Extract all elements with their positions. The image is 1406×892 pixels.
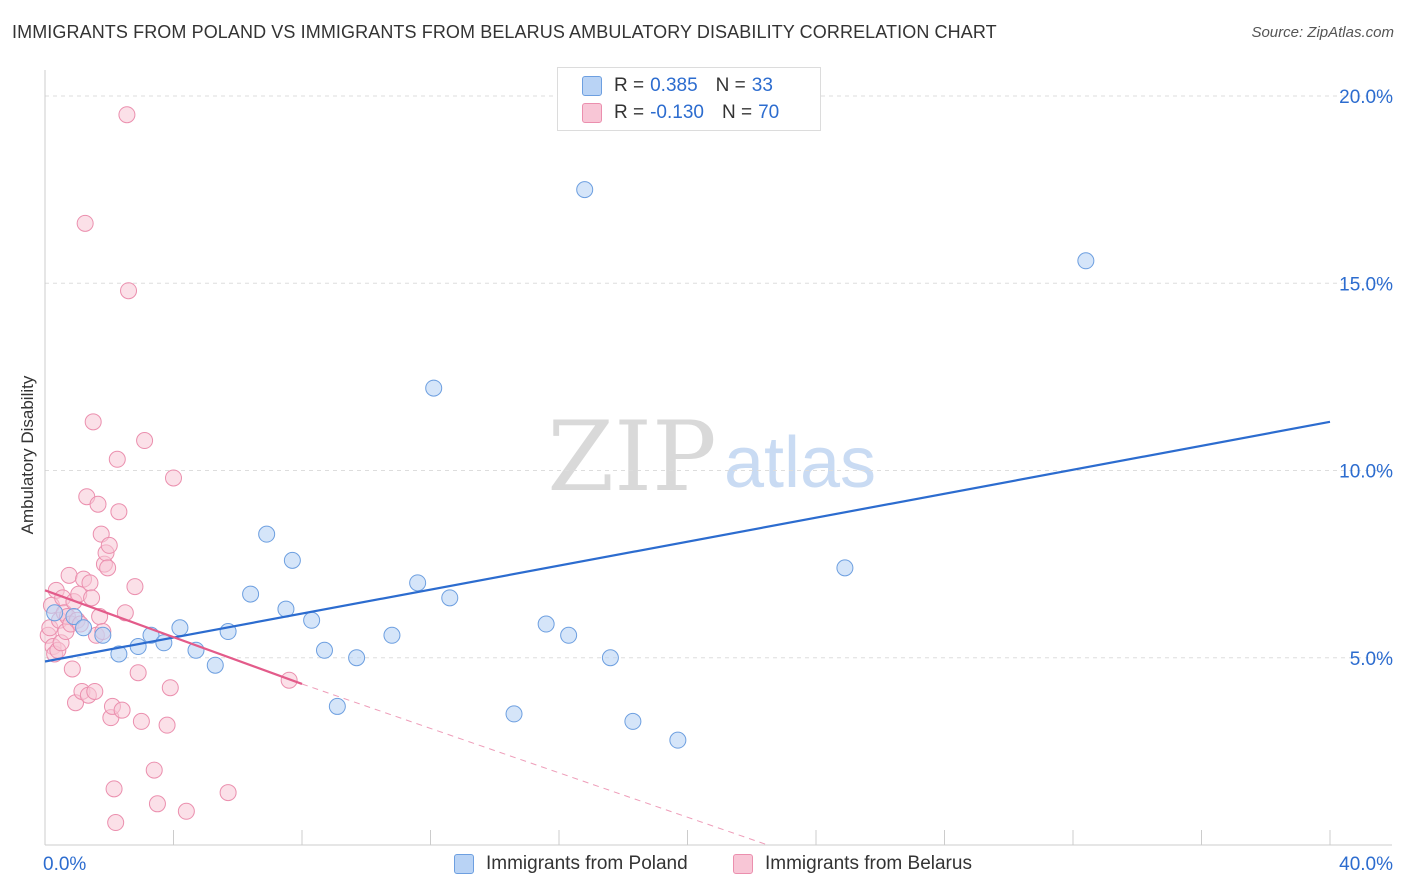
belarus-r-value: -0.130 — [650, 102, 704, 123]
poland-trend-line — [44, 420, 1331, 663]
belarus-point — [100, 536, 118, 554]
belarus-point — [99, 559, 117, 577]
poland-point — [129, 638, 147, 656]
belarus-points — [39, 106, 298, 832]
poland-point — [258, 525, 276, 543]
poland-point — [383, 626, 401, 644]
watermark: ZIP atlas — [547, 401, 876, 513]
bottom-poland-swatch — [454, 854, 474, 874]
belarus-point — [60, 566, 78, 584]
poland-point — [560, 626, 578, 644]
belarus-swatch — [582, 103, 602, 123]
belarus-point — [116, 604, 134, 622]
belarus-point — [148, 795, 166, 813]
poland-r-value: 0.385 — [650, 75, 698, 96]
legend-row-poland: R = 0.385 N = 33 — [582, 74, 773, 98]
belarus-point — [158, 716, 176, 734]
poland-r-label: R = — [614, 75, 645, 96]
poland-point — [206, 656, 224, 674]
watermark-atlas: atlas — [724, 423, 876, 503]
y-tick-label: 10.0% — [1339, 462, 1393, 483]
poland-point — [94, 626, 112, 644]
source-label: Source: ZipAtlas.com — [1251, 24, 1394, 41]
belarus-n-label: N = — [721, 102, 753, 123]
bottom-belarus-swatch — [733, 854, 753, 874]
belarus-r-label: R = — [614, 102, 645, 123]
poland-point — [171, 619, 189, 637]
x-tick-label-max: 40.0% — [1339, 854, 1393, 875]
belarus-point — [129, 664, 147, 682]
poland-point — [110, 645, 128, 663]
poland-point — [75, 619, 93, 637]
correlation-legend: R = 0.385 N = 33 R = -0.130 N = 70 — [557, 67, 821, 131]
poland-point — [505, 705, 523, 723]
belarus-n-value: 70 — [758, 102, 780, 123]
belarus-point — [89, 495, 107, 513]
y-tick-label: 20.0% — [1339, 87, 1393, 108]
belarus-point — [63, 660, 81, 678]
belarus-point — [177, 802, 195, 820]
poland-point — [46, 604, 64, 622]
bottom-belarus-label: Immigrants from Belarus — [765, 853, 972, 874]
belarus-point — [126, 578, 144, 596]
belarus-point — [219, 784, 237, 802]
belarus-point — [105, 780, 123, 798]
bottom-legend-poland: Immigrants from Poland — [454, 852, 688, 876]
belarus-point — [107, 814, 125, 832]
belarus-point — [161, 679, 179, 697]
poland-point — [624, 712, 642, 730]
poland-point — [283, 551, 301, 569]
poland-point — [537, 615, 555, 633]
belarus-point — [113, 701, 131, 719]
legend-row-belarus: R = -0.130 N = 70 — [582, 101, 779, 125]
axes — [44, 70, 1392, 846]
y-tick-label: 15.0% — [1339, 274, 1393, 295]
poland-point — [576, 181, 594, 199]
belarus-point — [110, 503, 128, 521]
belarus-point — [132, 712, 150, 730]
belarus-trend-extension — [301, 683, 768, 846]
poland-point — [669, 731, 687, 749]
poland-point — [1077, 252, 1095, 270]
y-axis-label: Ambulatory Disability — [18, 375, 37, 535]
poland-points — [46, 181, 1095, 749]
belarus-point — [84, 413, 102, 431]
chart-title: IMMIGRANTS FROM POLAND VS IMMIGRANTS FRO… — [12, 22, 997, 42]
poland-point — [409, 574, 427, 592]
poland-point — [315, 641, 333, 659]
poland-point — [65, 608, 83, 626]
belarus-point — [136, 432, 154, 450]
bottom-poland-label: Immigrants from Poland — [486, 853, 688, 874]
belarus-trend-line — [44, 589, 303, 685]
belarus-point — [83, 589, 101, 607]
belarus-point — [120, 282, 138, 300]
belarus-point — [86, 682, 104, 700]
x-tick-label-min: 0.0% — [43, 854, 86, 875]
belarus-point — [165, 469, 182, 487]
poland-swatch — [582, 76, 602, 96]
belarus-point — [81, 574, 99, 592]
belarus-point — [118, 106, 136, 124]
poland-n-label: N = — [715, 75, 746, 96]
poland-point — [348, 649, 366, 667]
y-tick-labels: 5.0% 10.0% 15.0% 20.0% — [1339, 87, 1393, 670]
trend-lines — [44, 420, 1331, 846]
poland-point — [836, 559, 854, 577]
poland-point — [601, 649, 619, 667]
poland-point — [328, 697, 346, 715]
bottom-legend-belarus: Immigrants from Belarus — [733, 852, 972, 876]
belarus-point — [108, 450, 126, 468]
y-tick-label: 5.0% — [1350, 649, 1393, 670]
poland-point — [441, 589, 459, 607]
watermark-zip: ZIP — [547, 401, 716, 513]
poland-n-value: 33 — [751, 75, 773, 96]
x-tick-labels: 0.0% 40.0% — [43, 854, 1393, 875]
belarus-point — [76, 214, 94, 232]
poland-point — [303, 611, 321, 629]
poland-point — [242, 585, 260, 603]
gridlines — [45, 95, 1392, 659]
belarus-point — [145, 761, 163, 779]
poland-point — [425, 379, 443, 397]
